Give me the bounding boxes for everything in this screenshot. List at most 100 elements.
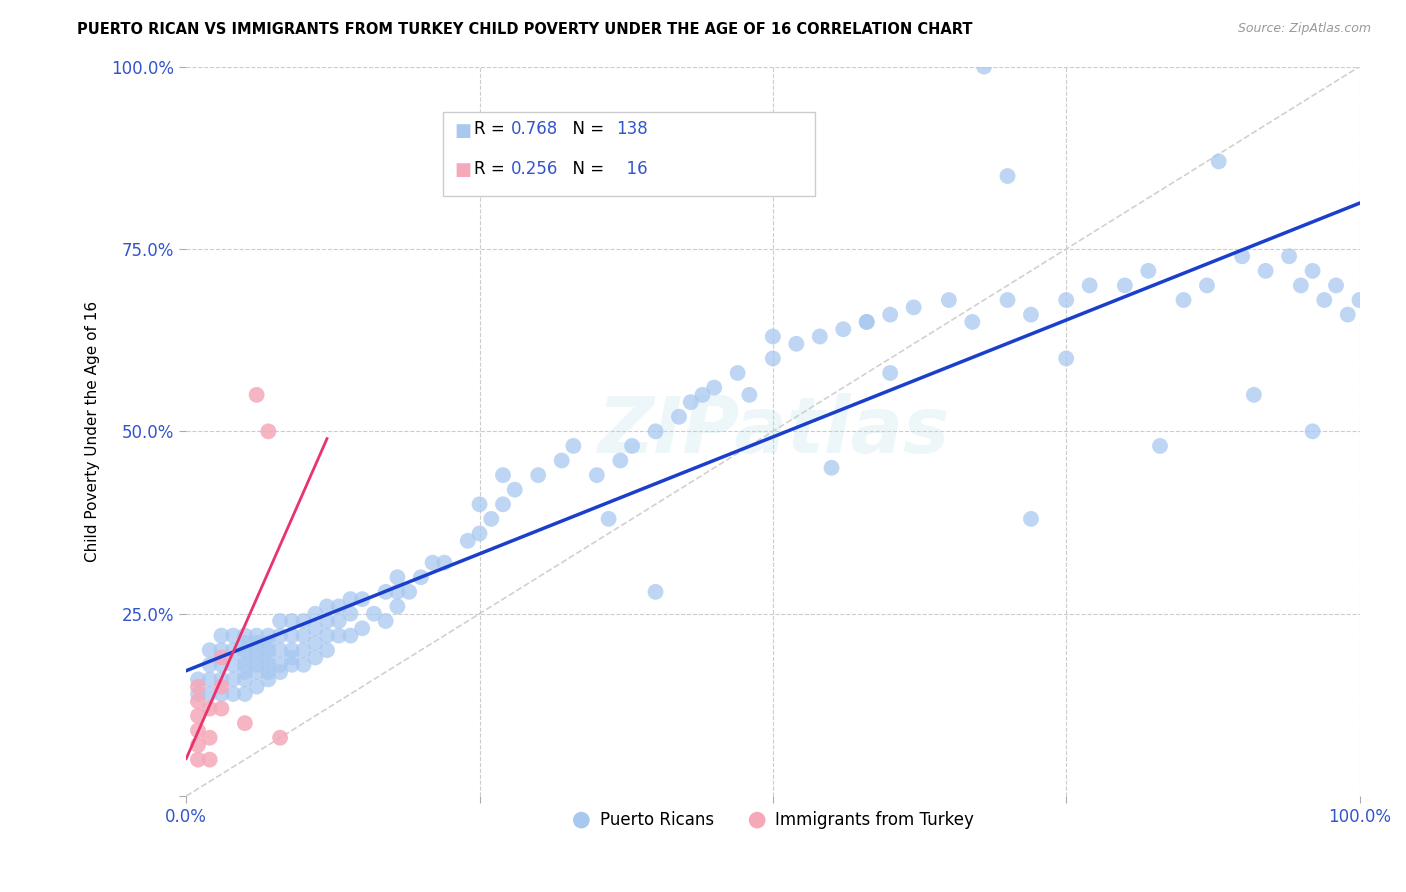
Point bbox=[246, 680, 269, 694]
Point bbox=[246, 388, 269, 402]
Point bbox=[1302, 425, 1324, 439]
Point bbox=[292, 614, 315, 628]
Point bbox=[281, 657, 304, 672]
Point bbox=[762, 351, 785, 366]
Point bbox=[198, 643, 221, 657]
Point bbox=[703, 381, 725, 395]
Point bbox=[269, 643, 291, 657]
Point bbox=[304, 621, 326, 635]
Point bbox=[316, 643, 339, 657]
Point bbox=[281, 629, 304, 643]
Point bbox=[316, 599, 339, 614]
Point bbox=[621, 439, 644, 453]
Point bbox=[374, 584, 396, 599]
Point bbox=[997, 169, 1019, 183]
Point bbox=[198, 657, 221, 672]
Point bbox=[316, 614, 339, 628]
Point bbox=[246, 657, 269, 672]
Point bbox=[679, 395, 702, 409]
Point bbox=[762, 329, 785, 343]
Point bbox=[187, 723, 209, 738]
Point bbox=[938, 293, 960, 307]
Point bbox=[233, 650, 256, 665]
Point bbox=[187, 694, 209, 708]
Point bbox=[187, 709, 209, 723]
Point bbox=[233, 636, 256, 650]
Point bbox=[304, 650, 326, 665]
Point bbox=[1078, 278, 1101, 293]
Point bbox=[257, 657, 280, 672]
Point bbox=[233, 629, 256, 643]
Y-axis label: Child Poverty Under the Age of 16: Child Poverty Under the Age of 16 bbox=[86, 301, 100, 562]
Point bbox=[1337, 308, 1360, 322]
Point bbox=[479, 512, 502, 526]
Point bbox=[879, 366, 901, 380]
Text: 16: 16 bbox=[616, 160, 647, 178]
Point bbox=[492, 468, 515, 483]
Point bbox=[1324, 278, 1347, 293]
Point bbox=[586, 468, 609, 483]
Legend: Puerto Ricans, Immigrants from Turkey: Puerto Ricans, Immigrants from Turkey bbox=[565, 804, 981, 835]
Point bbox=[222, 657, 245, 672]
Point bbox=[209, 643, 232, 657]
Point bbox=[832, 322, 855, 336]
Point bbox=[398, 584, 420, 599]
Point bbox=[269, 665, 291, 679]
Point bbox=[198, 701, 221, 715]
Point bbox=[903, 301, 925, 315]
Point bbox=[363, 607, 385, 621]
Point bbox=[644, 425, 666, 439]
Point bbox=[292, 657, 315, 672]
Point bbox=[304, 607, 326, 621]
Point bbox=[281, 614, 304, 628]
Point bbox=[222, 673, 245, 687]
Point bbox=[1019, 512, 1042, 526]
Point bbox=[292, 643, 315, 657]
Point bbox=[198, 673, 221, 687]
Point bbox=[352, 621, 374, 635]
Point bbox=[1348, 293, 1371, 307]
Point bbox=[879, 308, 901, 322]
Point bbox=[997, 293, 1019, 307]
Point bbox=[339, 607, 361, 621]
Text: PUERTO RICAN VS IMMIGRANTS FROM TURKEY CHILD POVERTY UNDER THE AGE OF 16 CORRELA: PUERTO RICAN VS IMMIGRANTS FROM TURKEY C… bbox=[77, 22, 973, 37]
Point bbox=[668, 409, 690, 424]
Point bbox=[257, 629, 280, 643]
Point bbox=[1149, 439, 1171, 453]
Point bbox=[727, 366, 749, 380]
Point bbox=[562, 439, 585, 453]
Point bbox=[1137, 264, 1160, 278]
Text: R =: R = bbox=[474, 160, 510, 178]
Point bbox=[855, 315, 877, 329]
Point bbox=[433, 556, 456, 570]
Text: 0.256: 0.256 bbox=[510, 160, 558, 178]
Point bbox=[328, 599, 350, 614]
Point bbox=[962, 315, 984, 329]
Point bbox=[328, 629, 350, 643]
Point bbox=[468, 497, 491, 511]
Point bbox=[257, 636, 280, 650]
Point bbox=[1195, 278, 1218, 293]
Point bbox=[387, 584, 409, 599]
Point bbox=[503, 483, 526, 497]
Text: 0.768: 0.768 bbox=[510, 120, 558, 138]
Point bbox=[246, 650, 269, 665]
Point bbox=[1208, 154, 1230, 169]
Point bbox=[222, 629, 245, 643]
Text: Source: ZipAtlas.com: Source: ZipAtlas.com bbox=[1237, 22, 1371, 36]
Point bbox=[187, 738, 209, 752]
Point bbox=[209, 657, 232, 672]
Point bbox=[644, 584, 666, 599]
Point bbox=[233, 665, 256, 679]
Point bbox=[387, 570, 409, 584]
Point bbox=[457, 533, 479, 548]
Point bbox=[257, 673, 280, 687]
Point bbox=[209, 673, 232, 687]
Point bbox=[187, 680, 209, 694]
Text: N =: N = bbox=[562, 160, 610, 178]
Point bbox=[246, 629, 269, 643]
Text: R =: R = bbox=[474, 120, 510, 138]
Point bbox=[209, 687, 232, 701]
Text: N =: N = bbox=[562, 120, 610, 138]
Point bbox=[1243, 388, 1265, 402]
